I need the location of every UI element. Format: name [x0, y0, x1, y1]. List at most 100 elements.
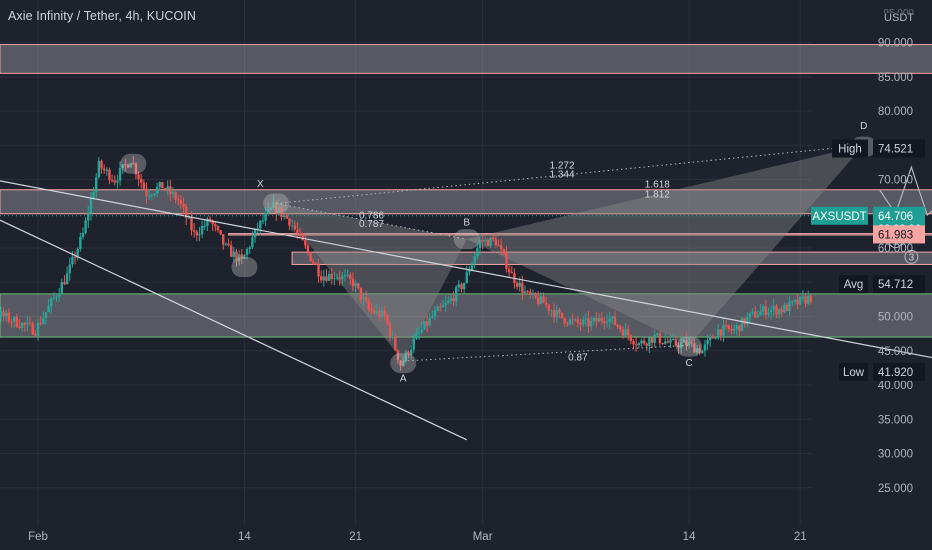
- candle-body: [290, 225, 294, 227]
- candle-body: [275, 201, 278, 214]
- candle-body: [605, 321, 609, 323]
- candle-body: [158, 182, 161, 188]
- candle-body: [658, 333, 662, 343]
- candle-body: [740, 318, 744, 331]
- candle-body: [190, 217, 193, 231]
- point-highlight: [120, 153, 147, 174]
- candle-body: [428, 317, 431, 326]
- candle-body: [589, 321, 593, 327]
- x-tick-label: 14: [238, 531, 251, 543]
- candle-body: [539, 296, 543, 304]
- candle-body: [375, 310, 378, 314]
- candle-body: [497, 245, 500, 247]
- candle-body: [449, 297, 453, 301]
- price-tag-value: 74.521: [878, 144, 913, 156]
- candle-body: [208, 218, 212, 222]
- candles: [0, 156, 813, 371]
- candle-body: [566, 323, 569, 325]
- candle-body: [409, 349, 413, 355]
- wave-label: 3: [909, 252, 915, 263]
- candle-body: [343, 275, 347, 277]
- candle-body: [722, 325, 725, 336]
- candle-body: [87, 213, 90, 221]
- candle-body: [417, 332, 421, 334]
- candle-body: [402, 360, 405, 366]
- price-tag-name-box: [832, 139, 868, 158]
- ratio-label: 1.618: [645, 180, 670, 191]
- candle-body: [150, 195, 154, 197]
- candle-body: [529, 291, 532, 295]
- candle-body: [465, 272, 468, 283]
- candle-body: [552, 310, 556, 318]
- candle-body: [550, 310, 553, 312]
- candle-body: [198, 234, 201, 236]
- candle-body: [761, 306, 765, 312]
- candle-body: [351, 278, 355, 286]
- candle-body: [137, 174, 140, 179]
- y-tick-label: 60.000: [878, 243, 913, 255]
- candle-body: [701, 350, 704, 354]
- candle-body: [394, 336, 397, 351]
- zone-box: [0, 189, 932, 215]
- y-tick-label: 35.000: [878, 414, 913, 426]
- candle-body: [547, 304, 551, 311]
- candle-body: [732, 329, 736, 331]
- ratio-label: 0.87: [568, 352, 588, 363]
- candle-body: [31, 323, 34, 335]
- candle-body: [637, 343, 640, 346]
- time-axis[interactable]: Feb1421Mar1421Apr11: [28, 531, 932, 543]
- candle-body: [12, 316, 16, 322]
- drawn-lines: [0, 136, 932, 441]
- candle-body: [468, 270, 471, 273]
- candle-body: [232, 251, 236, 257]
- candle-body: [484, 239, 487, 242]
- candle-body: [84, 220, 87, 233]
- candle-body: [20, 323, 24, 328]
- candle-body: [269, 207, 273, 210]
- candle-body: [544, 303, 548, 305]
- candle-body: [39, 322, 42, 324]
- candle-body: [222, 234, 225, 245]
- candle-body: [293, 225, 296, 230]
- price-tag-name: AXSUSDT: [812, 211, 866, 223]
- candle-body: [709, 336, 712, 340]
- candle-body: [560, 312, 564, 319]
- candle-body: [574, 319, 577, 321]
- candle-body: [68, 264, 71, 274]
- candle-body: [526, 291, 529, 293]
- candle-body: [399, 360, 402, 366]
- point-highlight: [676, 336, 703, 357]
- currency-ghost-tick: 95.000: [883, 8, 914, 13]
- price-tag-value: 41.920: [878, 367, 913, 379]
- candle-body: [645, 343, 648, 346]
- candle-body: [391, 336, 394, 338]
- candle-body: [444, 302, 447, 306]
- candle-body: [248, 247, 251, 250]
- candle-body: [775, 306, 778, 315]
- candle-body: [650, 337, 654, 343]
- candle-body: [754, 311, 757, 318]
- candle-body: [140, 178, 143, 183]
- candle-body: [415, 333, 418, 339]
- candle-body: [584, 318, 588, 320]
- candle-body: [261, 220, 265, 222]
- candle-body: [129, 163, 132, 168]
- candle-body: [785, 304, 789, 311]
- candle-body: [81, 232, 85, 237]
- wave-circle: [904, 249, 919, 264]
- candle-body: [362, 297, 365, 300]
- pattern-label: X: [257, 179, 264, 190]
- candle-body: [102, 168, 106, 171]
- candle-body: [277, 207, 281, 214]
- candle-body: [772, 306, 775, 310]
- candle-body: [187, 217, 191, 219]
- candle-body: [804, 296, 807, 304]
- candle-body: [439, 306, 442, 308]
- y-tick-label: 80.000: [878, 106, 913, 118]
- candle-body: [319, 276, 323, 281]
- candle-body: [100, 160, 103, 169]
- price-tag-box: [873, 225, 925, 244]
- candle-body: [224, 243, 228, 245]
- candle-body: [330, 273, 333, 279]
